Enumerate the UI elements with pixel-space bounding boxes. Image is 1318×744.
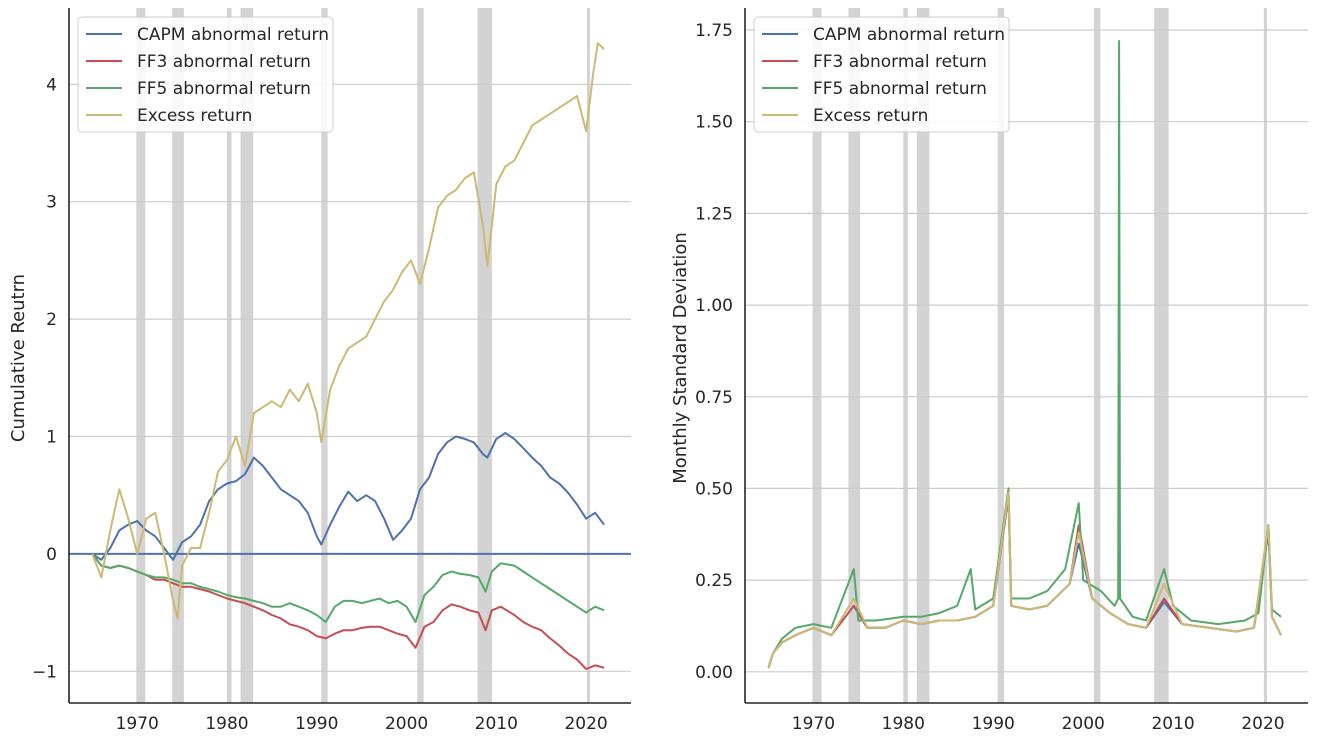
- legend-label-ff3: FF3 abnormal return: [813, 52, 987, 72]
- x-tick-label: 2010: [475, 714, 518, 734]
- y-tick-label: 2: [46, 310, 57, 330]
- legend-label-capm: CAPM abnormal return: [137, 25, 329, 45]
- recession-band: [321, 8, 328, 703]
- tick-labels: −1 0 1 2 3 4 1970 1980 1990 2000 2010 2020: [32, 75, 608, 734]
- x-tick-label: 1970: [116, 714, 159, 734]
- recession-band: [240, 8, 254, 703]
- y-axis-label: Cumulative Reutrn: [8, 274, 29, 442]
- legend-label-excess: Excess return: [813, 106, 928, 126]
- x-tick-label: 2000: [385, 714, 428, 734]
- line-series-group: [91, 42, 605, 670]
- y-tick-label: 0.50: [695, 479, 733, 499]
- series-line-excess-return: [91, 42, 605, 620]
- legend-label-ff3: FF3 abnormal return: [137, 52, 311, 72]
- recession-band: [477, 8, 492, 703]
- axes: [744, 8, 1308, 704]
- recession-band: [1094, 8, 1101, 703]
- y-tick-label: 1.00: [695, 296, 733, 316]
- recession-band: [587, 8, 590, 703]
- y-tick-label: 0: [46, 545, 57, 565]
- y-tick-label: 0.75: [695, 388, 733, 408]
- legend-label-ff5: FF5 abnormal return: [137, 79, 311, 99]
- monthly-std-panel: 0.00 0.25 0.50 0.75 1.00 1.25 1.50 1.75 1970 1980…: [670, 8, 1308, 734]
- line-series-group: [767, 40, 1282, 669]
- y-tick-label: −1: [32, 662, 57, 682]
- recession-band: [1154, 8, 1169, 703]
- recession-shading: [136, 8, 590, 703]
- legend-box: [77, 16, 334, 133]
- recession-band: [903, 8, 908, 703]
- x-tick-label: 1980: [205, 714, 248, 734]
- legend-label-capm: CAPM abnormal return: [813, 25, 1005, 45]
- y-tick-label: 1.75: [695, 21, 733, 41]
- legend-label-ff5: FF5 abnormal return: [813, 79, 987, 99]
- series-line-ff3-abnormal-return: [767, 494, 1282, 669]
- legend: CAPM abnormal return FF3 abnormal return…: [753, 16, 1010, 133]
- recession-band: [916, 8, 930, 703]
- recession-band: [417, 8, 424, 703]
- recession-band: [1263, 8, 1267, 703]
- x-tick-label: 1980: [882, 714, 925, 734]
- series-line-ff5-abnormal-return: [91, 553, 605, 623]
- x-tick-label: 2010: [1151, 714, 1194, 734]
- y-tick-label: 3: [46, 193, 57, 213]
- series-line-capm-abnormal-return: [91, 432, 605, 561]
- x-tick-label: 1990: [972, 714, 1015, 734]
- series-line-ff3-abnormal-return: [91, 553, 605, 670]
- y-tick-label: 1.50: [695, 113, 733, 133]
- cumulative-return-panel: −1 0 1 2 3 4 1970 1980 1990 2000 2010 2020 Cumulati…: [8, 8, 631, 734]
- y-axis-label: Monthly Standard Deviation: [670, 232, 691, 484]
- recession-band: [136, 8, 146, 703]
- recession-band: [227, 8, 232, 703]
- horizontal-gridlines: [69, 83, 631, 672]
- tick-labels: 0.00 0.25 0.50 0.75 1.00 1.25 1.50 1.75 1970 1980…: [695, 21, 1284, 734]
- y-tick-label: 1.25: [695, 204, 733, 224]
- legend-box: [753, 16, 1010, 133]
- y-tick-label: 4: [46, 75, 57, 95]
- x-tick-label: 1990: [295, 714, 338, 734]
- recession-band: [997, 8, 1004, 703]
- x-tick-label: 2020: [1241, 714, 1284, 734]
- x-tick-label: 2000: [1062, 714, 1105, 734]
- x-tick-label: 1970: [792, 714, 835, 734]
- series-line-capm-abnormal-return: [767, 494, 1282, 669]
- series-line-excess-return: [767, 491, 1282, 669]
- legend-label-excess: Excess return: [137, 106, 252, 126]
- y-tick-label: 1: [46, 428, 57, 448]
- recession-band: [172, 8, 184, 703]
- x-tick-label: 2020: [564, 714, 607, 734]
- y-tick-label: 0.00: [695, 663, 733, 683]
- axes: [68, 8, 631, 704]
- recession-band: [812, 8, 822, 703]
- y-tick-label: 0.25: [695, 571, 733, 591]
- legend: CAPM abnormal return FF3 abnormal return…: [77, 16, 334, 133]
- recession-shading: [812, 8, 1267, 703]
- recession-band: [848, 8, 861, 703]
- series-line-ff5-abnormal-return: [767, 40, 1282, 669]
